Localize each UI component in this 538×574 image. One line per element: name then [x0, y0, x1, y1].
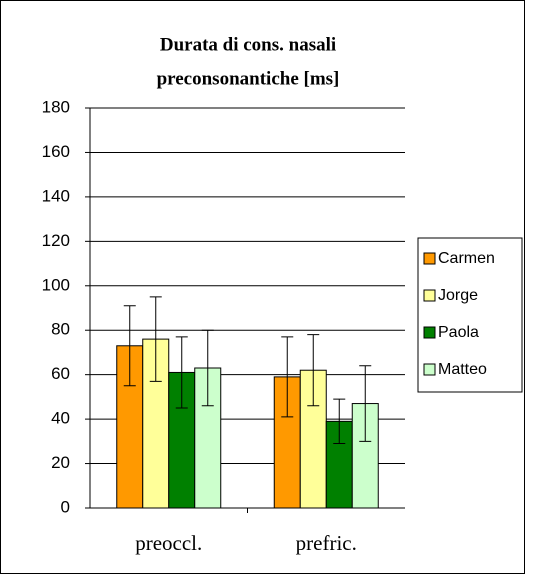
error-bar — [307, 334, 320, 407]
chart-title: preconsonantiche [ms] — [157, 68, 340, 89]
legend-swatch — [423, 363, 436, 376]
error-bar — [123, 305, 136, 387]
error-bar — [175, 336, 188, 409]
error-bar — [149, 296, 162, 382]
y-tick-label: 120 — [42, 231, 70, 250]
x-tick-label: prefric. — [296, 531, 357, 555]
y-tick-label: 140 — [42, 186, 70, 205]
x-tick-label: preoccl. — [135, 531, 202, 555]
legend-swatch — [423, 289, 436, 302]
error-bar — [281, 336, 294, 418]
legend-swatch — [423, 326, 436, 339]
legend-label: Carmen — [438, 250, 495, 267]
chart-title: Durata di cons. nasali — [160, 34, 336, 55]
y-tick-label: 0 — [61, 497, 70, 516]
y-tick-label: 160 — [42, 142, 70, 161]
legend-label: Jorge — [438, 287, 478, 304]
y-tick-label: 100 — [42, 275, 70, 294]
y-tick-label: 80 — [51, 320, 70, 339]
y-tick-label: 180 — [42, 97, 70, 116]
error-bar — [359, 365, 372, 442]
y-tick-label: 60 — [51, 364, 70, 383]
legend-label: Paola — [438, 324, 479, 341]
error-bar — [333, 398, 346, 445]
legend-swatch — [423, 252, 436, 265]
y-tick-label: 20 — [51, 453, 70, 472]
legend-label: Matteo — [438, 361, 487, 378]
error-bar — [201, 329, 214, 407]
y-tick-label: 40 — [51, 409, 70, 428]
